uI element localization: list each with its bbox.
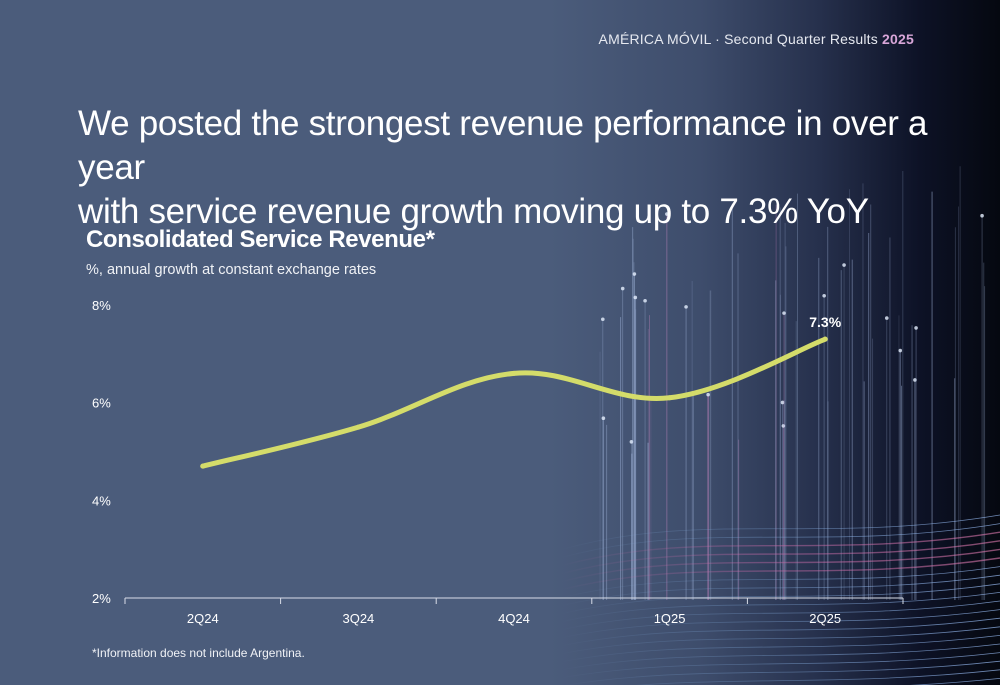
headline-line-1: We posted the strongest revenue performa… — [78, 104, 928, 187]
data-point — [822, 336, 828, 342]
series-line-service-revenue — [200, 336, 828, 469]
footnote: *Information does not include Argentina. — [92, 646, 305, 660]
y-tick-label: 4% — [92, 493, 111, 508]
header-year: 2025 — [882, 31, 914, 47]
data-point — [200, 463, 206, 469]
data-point — [667, 395, 673, 401]
x-tick-label: 4Q24 — [498, 611, 530, 626]
headline-line-2: with service revenue growth moving up to… — [78, 192, 869, 231]
x-tick-label: 2Q24 — [187, 611, 219, 626]
chart-title: Consolidated Service Revenue* — [86, 226, 435, 253]
data-label: 7.3% — [809, 314, 841, 330]
x-tick-label: 2Q25 — [809, 611, 841, 626]
chart-subtitle: %, annual growth at constant exchange ra… — [86, 262, 377, 278]
x-tick-label: 3Q24 — [342, 611, 374, 626]
y-tick-label: 6% — [92, 396, 111, 411]
data-point — [511, 370, 517, 376]
headline: We posted the strongest revenue performa… — [78, 102, 938, 234]
x-tick-label: 1Q25 — [654, 611, 686, 626]
y-tick-label: 2% — [92, 591, 111, 606]
data-point — [355, 424, 361, 430]
report-header: AMÉRICA MÓVIL · Second Quarter Results 2… — [599, 31, 914, 47]
header-company: AMÉRICA MÓVIL · Second Quarter Results — [598, 31, 883, 47]
y-tick-label: 8% — [92, 298, 111, 313]
